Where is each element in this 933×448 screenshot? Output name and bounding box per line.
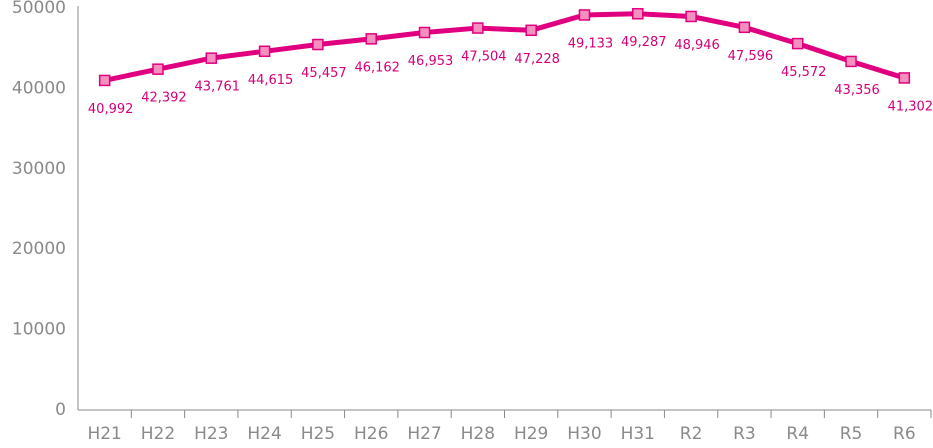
value-label: 49,287 (621, 35, 667, 50)
value-label: 45,572 (781, 65, 827, 80)
data-point (578, 9, 591, 21)
x-tick-label: H30 (567, 424, 601, 444)
value-label: 48,946 (674, 38, 720, 53)
x-tick-label: H24 (247, 424, 281, 444)
x-tick-label: H21 (87, 424, 121, 444)
data-point (365, 33, 377, 45)
data-point (525, 24, 537, 37)
data-point (152, 63, 164, 75)
data-point (258, 45, 271, 58)
value-label: 46,953 (408, 54, 454, 69)
data-point (738, 21, 751, 34)
data-point (898, 72, 911, 84)
y-tick-label: 10000 (12, 320, 66, 340)
x-tick-label: R4 (786, 424, 809, 444)
value-label: 46,162 (354, 60, 400, 75)
value-label: 41,302 (888, 99, 933, 114)
x-tick-label: R3 (733, 424, 756, 444)
value-label: 43,761 (195, 80, 241, 95)
value-label: 47,596 (728, 49, 774, 64)
data-point (418, 26, 431, 39)
x-tick-label: H26 (354, 424, 388, 444)
value-label: 40,992 (88, 102, 134, 117)
y-tick-label: 20000 (12, 239, 66, 259)
x-tick-label: H22 (141, 424, 175, 444)
value-label: 47,228 (514, 52, 560, 67)
value-label: 43,356 (834, 83, 880, 98)
data-point (312, 38, 324, 51)
data-point (98, 74, 111, 87)
x-tick-label: R2 (680, 424, 703, 444)
y-tick-label: 30000 (12, 159, 66, 179)
y-tick-label: 0 (55, 400, 66, 420)
y-tick-label: 50000 (12, 0, 66, 18)
x-tick-label: R6 (893, 424, 916, 444)
data-point (845, 55, 857, 68)
y-tick-label: 40000 (12, 78, 66, 98)
value-label: 49,133 (568, 36, 614, 51)
data-line (104, 11, 906, 83)
x-tick-label: H29 (514, 424, 548, 444)
value-label: 45,457 (301, 66, 347, 81)
data-point (632, 7, 644, 20)
data-point (685, 10, 697, 23)
x-tick-label: H25 (301, 424, 335, 444)
data-point (205, 52, 218, 64)
x-tick-label: H23 (194, 424, 228, 444)
value-label: 47,504 (461, 50, 507, 65)
data-point (791, 37, 804, 50)
data-point (472, 22, 484, 34)
x-tick-label: R5 (840, 424, 863, 444)
value-label: 44,615 (248, 73, 294, 88)
x-tick-label: H31 (621, 424, 655, 444)
x-tick-label: H28 (461, 424, 495, 444)
value-label: 42,392 (141, 91, 187, 106)
x-tick-label: H27 (407, 424, 441, 444)
